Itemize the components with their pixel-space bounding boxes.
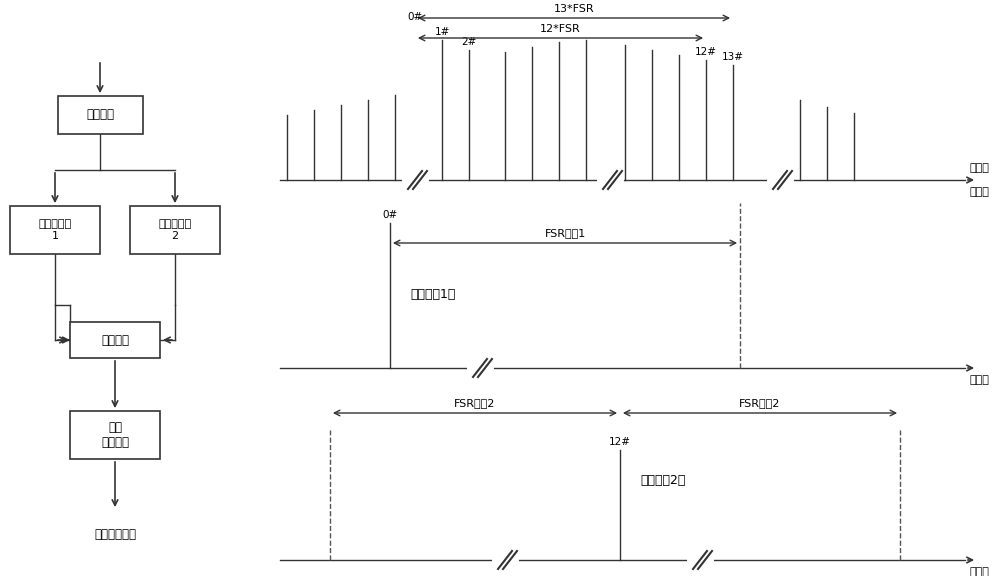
Text: 第一
光探测器: 第一 光探测器 (101, 421, 129, 449)
Bar (130, 206, 220, 254)
Text: 12*FSR: 12*FSR (540, 24, 581, 34)
Text: 13*FSR: 13*FSR (554, 4, 594, 14)
Text: 光频梳: 光频梳 (970, 163, 990, 173)
Text: 光分路器: 光分路器 (86, 108, 114, 122)
Text: 12#: 12# (695, 47, 717, 57)
Text: 13#: 13# (722, 52, 744, 62)
Text: 光子滤波1后: 光子滤波1后 (410, 289, 455, 301)
Text: 2#: 2# (461, 37, 477, 47)
Bar (10, 206, 100, 254)
Text: 光合波器: 光合波器 (101, 334, 129, 347)
Text: 0#: 0# (382, 210, 398, 220)
Bar (58, 96, 143, 134)
Text: 光子滤波器
2: 光子滤波器 2 (158, 219, 192, 241)
Text: 光波长: 光波长 (970, 187, 990, 197)
Text: 12#: 12# (609, 437, 631, 447)
Text: 光子滤波2后: 光子滤波2后 (640, 473, 685, 487)
Text: FSR滤波2: FSR滤波2 (739, 398, 781, 408)
Text: 0#: 0# (407, 12, 423, 22)
Text: FSR滤波1: FSR滤波1 (544, 228, 586, 238)
Text: 光子滤波器
1: 光子滤波器 1 (38, 219, 72, 241)
Text: 微波信号输出: 微波信号输出 (94, 529, 136, 541)
Bar (70, 411, 160, 459)
Text: 光波长: 光波长 (970, 567, 990, 576)
Text: 光波长: 光波长 (970, 375, 990, 385)
Text: 1#: 1# (434, 27, 450, 37)
Bar (70, 322, 160, 358)
Text: FSR滤波2: FSR滤波2 (454, 398, 496, 408)
